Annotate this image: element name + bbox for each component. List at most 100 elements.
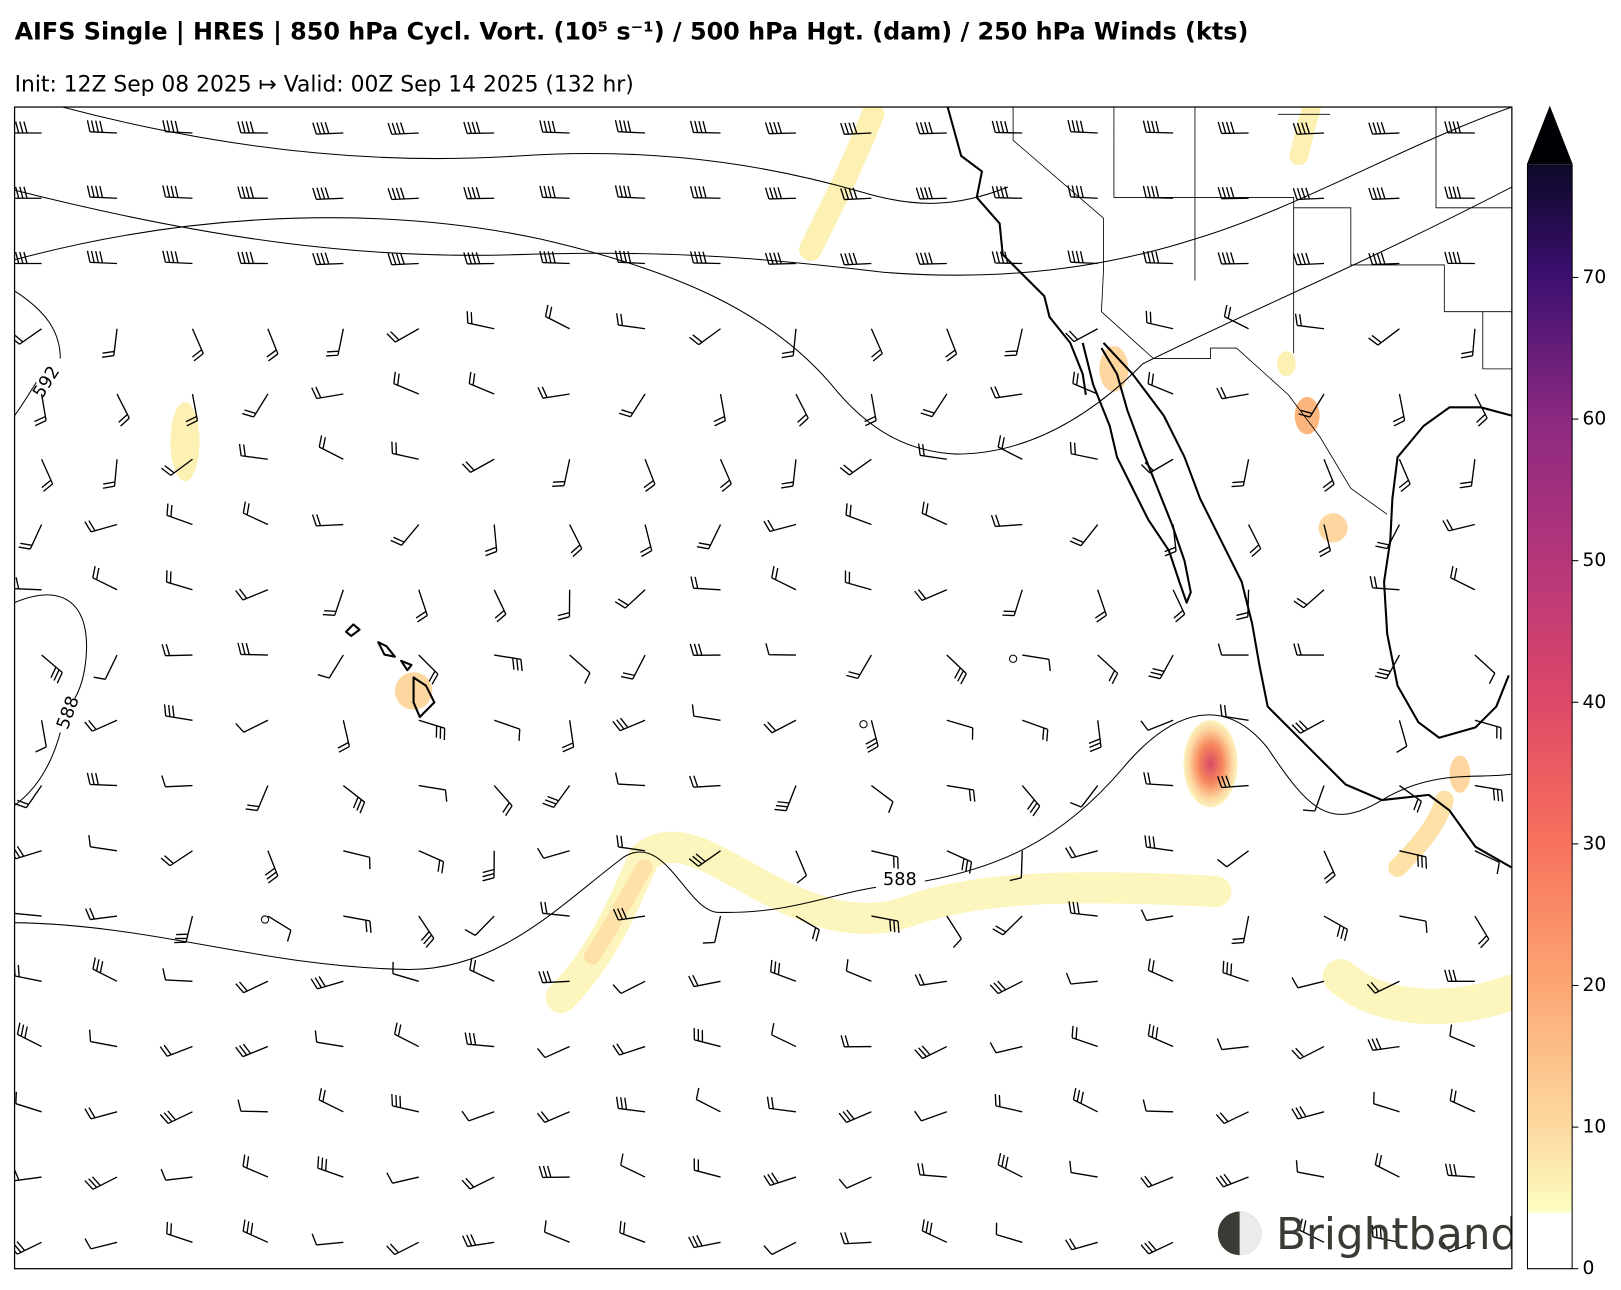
colorbar-tick-label: 50 [1583,550,1607,571]
wind-barb [614,119,646,134]
colorbar-tick-label: 0 [1583,1258,1595,1279]
wind-barb [763,1241,797,1256]
wind-barb [1069,441,1098,460]
wind-barb [569,524,583,558]
vorticity-core [583,859,653,965]
wind-barb [1293,589,1325,609]
wind-barb [1444,121,1475,134]
wind-barb [689,643,721,657]
wind-barb [689,186,721,199]
wind-barb [1217,643,1249,656]
wind-barb [914,1110,948,1122]
wind-barb [1140,458,1174,474]
map: 592 588 588 Brightband [14,107,1512,1260]
wind-barb [93,654,118,681]
wind-barb [1460,328,1476,359]
wind-barb [391,1094,419,1113]
wind-barb [1148,654,1174,680]
wind-barb [1065,1238,1098,1251]
wind-barb [946,784,976,802]
wind-barb [693,1027,721,1048]
wind-barb [917,443,947,460]
coastline [946,107,1087,395]
wind-barb [464,1032,495,1048]
wind-barb [619,1220,646,1243]
wind-barb [865,720,879,753]
wind-barb [34,393,47,427]
colorbar-outline [1526,105,1573,1270]
wind-barb [840,252,872,266]
wind-barb [1072,371,1098,395]
wind-barb [1067,119,1098,134]
wind-barb [845,959,872,982]
wind-barb [1065,972,1098,985]
hawaii [344,623,436,718]
contour-label: 588 [53,694,83,733]
wind-barb [317,654,344,679]
wind-barb [88,835,118,852]
wind-barb [463,186,495,200]
wind-barb [266,328,279,362]
wind-barb [237,251,268,265]
wind-barb [538,1165,570,1179]
wind-barb [795,915,820,942]
wind-barb [1236,589,1250,621]
wind-barb [1142,185,1174,199]
island [859,720,868,729]
wind-barb [494,654,523,672]
wind-barbs [14,119,1504,1256]
wind-barb [18,524,43,550]
wind-barb [1140,719,1174,731]
wind-barb [116,393,130,427]
wind-barb [537,1045,570,1059]
wind-barb [311,386,344,400]
wind-barb [14,186,42,199]
wind-barb [915,187,947,200]
wind-barb [1072,1087,1098,1113]
wind-barb [242,501,269,526]
wind-barb [561,720,575,753]
border [1012,107,1512,515]
wind-barb [86,772,118,787]
wind-barb [1368,187,1400,200]
wind-barb [1231,459,1250,488]
wind-barb [1140,909,1174,922]
wind-barb [102,459,118,489]
wind-barb [1065,328,1099,343]
wind-barb [688,974,721,988]
wind-barb [1396,720,1408,753]
wind-barb [343,850,371,870]
vorticity-shading [170,107,1512,1025]
wind-barb [543,1220,570,1243]
wind-barb [235,719,269,733]
wind-barb [160,458,193,476]
wind-barb [418,719,446,741]
colorbar-fill [1527,164,1573,1269]
wind-barb [921,501,948,526]
wind-barb [946,719,974,740]
wind-barb [317,1156,344,1178]
wind-barb [86,120,118,134]
wind-barb [1247,524,1262,558]
wind-barb [1142,120,1174,134]
wind-barb [1474,850,1500,875]
wind-barb [461,1110,495,1122]
wind-barb [1223,304,1249,330]
wind-barb [1140,1240,1174,1255]
wind-barb [991,186,1023,199]
wind-barb [1368,328,1400,346]
wind-barb [920,393,948,418]
wind-barb [237,1099,268,1113]
wind-barb [463,121,495,135]
wind-barb [14,908,42,917]
vorticity-storm [1183,720,1238,808]
wind-barb [781,328,797,359]
wind-barb [1291,719,1325,734]
baja-coast [1081,342,1192,604]
vorticity-blob [1277,351,1296,377]
wind-barb [1217,252,1249,265]
wind-barb [620,1153,646,1178]
wind-barb [844,570,872,591]
wind-barb [386,328,420,343]
